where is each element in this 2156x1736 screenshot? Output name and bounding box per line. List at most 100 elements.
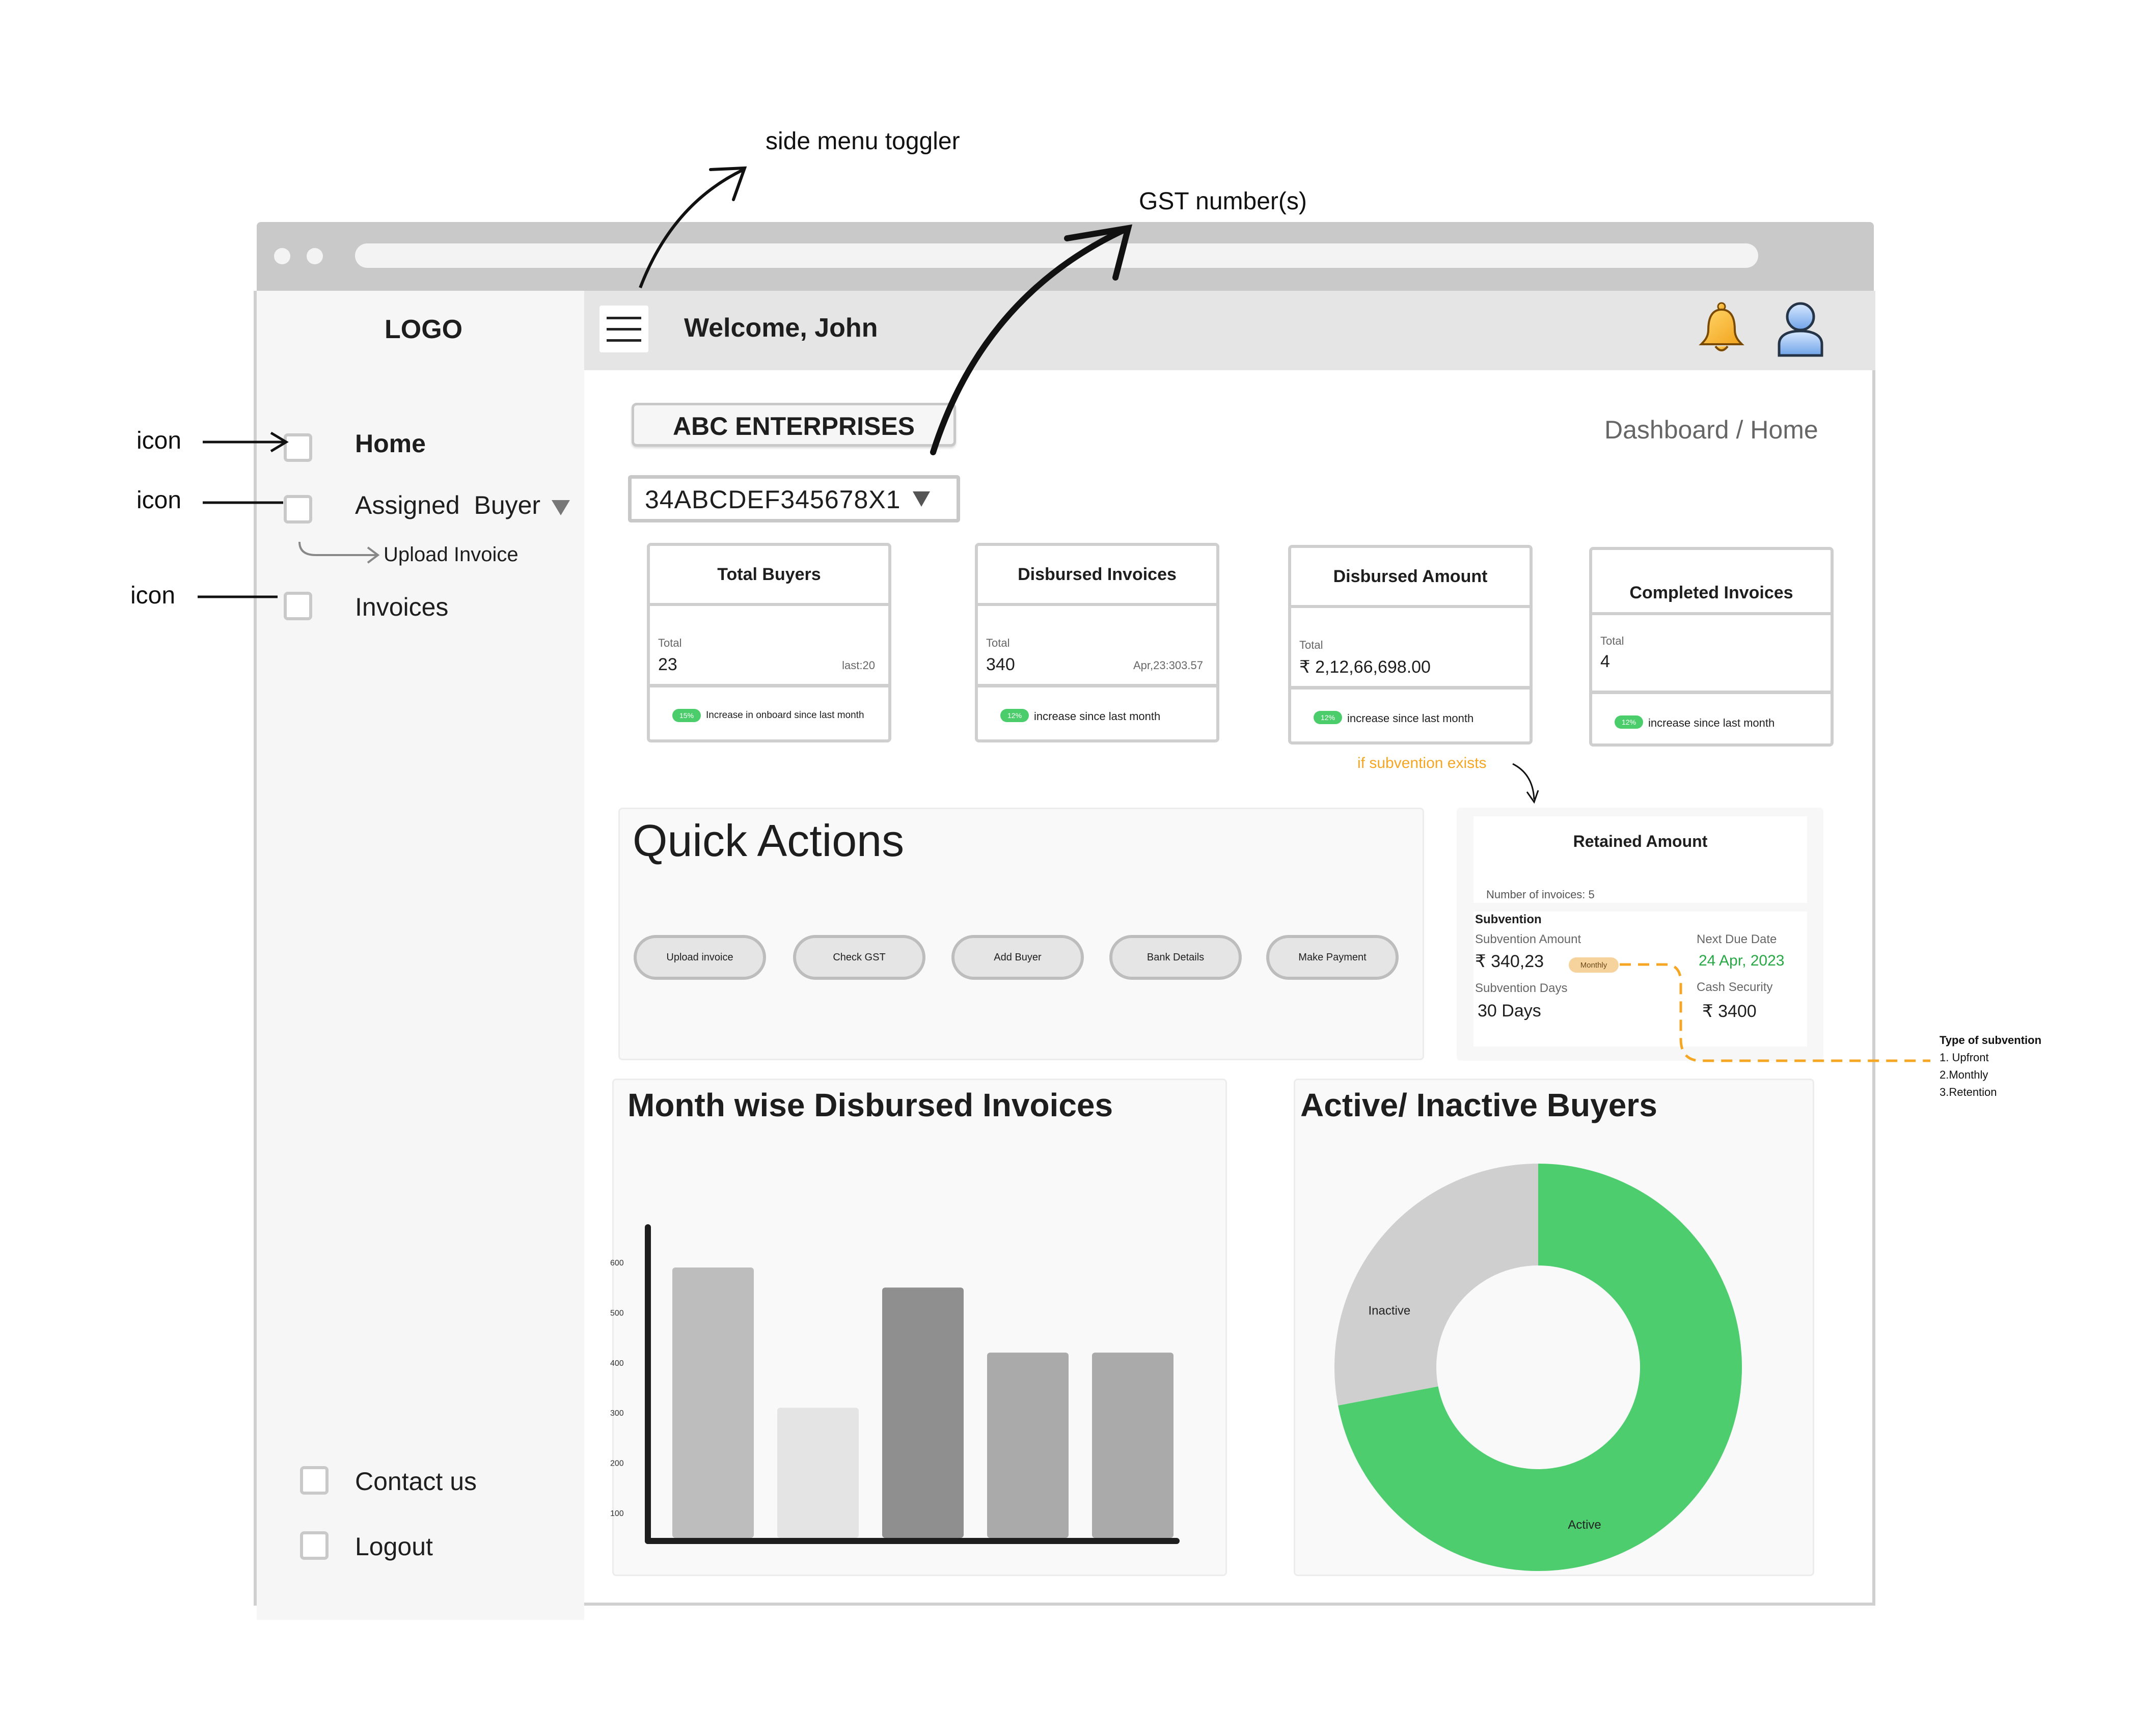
stat-card-disbursed-invoices: Disbursed Invoices Total 340 Apr,23:303.…: [975, 543, 1219, 742]
retained-title: Retained Amount: [1573, 832, 1708, 850]
subvention-type-badge: Monthly: [1569, 957, 1619, 973]
card-title: Completed Invoices: [1592, 550, 1831, 615]
sidebar-subitem-upload-invoice[interactable]: Upload Invoice: [384, 543, 518, 566]
annotation-icon-buyer: icon: [137, 487, 182, 514]
sidebar-item-invoices[interactable]: Invoices: [355, 593, 449, 621]
donut-chart-title: Active/ Inactive Buyers: [1300, 1087, 1657, 1123]
card-value: 4: [1600, 652, 1610, 671]
home-icon[interactable]: [284, 433, 312, 462]
trend-text: increase since last month: [1347, 712, 1474, 725]
annotation-icon-invoices: icon: [130, 582, 176, 609]
trend-text: Increase in onboard since last month: [706, 710, 864, 721]
annotation-type-2: 2.Monthly: [1940, 1068, 1988, 1081]
check-gst-button[interactable]: Check GST: [793, 935, 925, 980]
card-title: Total Buyers: [650, 546, 888, 606]
retained-invoice-count: Number of invoices: 5: [1486, 888, 1595, 901]
y-tick-label: 300: [610, 1409, 624, 1418]
trend-text: increase since last month: [1648, 717, 1775, 729]
bar[interactable]: [672, 1267, 754, 1538]
card-total-label: Total: [1299, 639, 1323, 651]
user-icon[interactable]: [1775, 299, 1826, 359]
bank-details-button[interactable]: Bank Details: [1109, 935, 1242, 980]
subvention-days: 30 Days: [1478, 1001, 1541, 1021]
y-tick-label: 400: [610, 1359, 624, 1368]
y-tick-label: 500: [610, 1309, 624, 1318]
sidebar-item-home[interactable]: Home: [355, 429, 426, 458]
top-header: [584, 291, 1875, 370]
buyer-icon[interactable]: [284, 495, 312, 523]
chevron-down-icon[interactable]: [552, 500, 570, 515]
menu-toggle-icon[interactable]: [599, 306, 648, 352]
donut-slice-inactive[interactable]: [1334, 1164, 1538, 1406]
bar[interactable]: [1092, 1353, 1173, 1538]
trend-text: increase since last month: [1034, 710, 1161, 723]
annotation-icon-home: icon: [137, 427, 182, 454]
logout-icon[interactable]: [300, 1531, 329, 1560]
bar[interactable]: [987, 1353, 1069, 1538]
trend-badge: 12%: [1000, 709, 1029, 722]
annotation-type-title: Type of subvention: [1940, 1034, 2042, 1046]
subvention-amount-label: Subvention Amount: [1475, 932, 1581, 946]
subvention-amount: ₹ 340,23: [1475, 952, 1544, 971]
card-value: ₹ 2,12,66,698.00: [1299, 657, 1431, 677]
bar-chart: 100 200 300 400 500 600: [610, 1224, 1180, 1544]
sidebar-item-assigned-buyer[interactable]: Assigned Buyer: [355, 491, 541, 519]
card-total-label: Total: [1600, 635, 1624, 647]
gst-select-value: 34ABCDEF345678X1: [645, 485, 901, 514]
make-payment-button[interactable]: Make Payment: [1266, 935, 1399, 980]
logo: LOGO: [385, 315, 463, 344]
window-dot-icon: [307, 248, 323, 264]
annotation-type-1: 1. Upfront: [1940, 1051, 1989, 1064]
bar-chart-title: Month wise Disbursed Invoices: [627, 1087, 1113, 1123]
bell-icon[interactable]: [1696, 300, 1747, 356]
card-total-label: Total: [986, 637, 1010, 649]
bar[interactable]: [882, 1287, 964, 1538]
donut-label: Active: [1568, 1518, 1601, 1532]
annotation-gst: GST number(s): [1139, 188, 1307, 215]
dropdown-arrow-icon[interactable]: [913, 491, 930, 507]
invoices-icon[interactable]: [284, 592, 312, 620]
retained-header: [1473, 816, 1807, 903]
cash-security: ₹ 3400: [1702, 1002, 1757, 1021]
y-tick-label: 200: [610, 1459, 624, 1468]
next-due-label: Next Due Date: [1697, 932, 1777, 946]
quick-actions-panel: [618, 808, 1424, 1060]
y-tick-label: 100: [610, 1509, 624, 1518]
browser-toolbar: [257, 222, 1874, 291]
card-value: 340: [986, 655, 1015, 674]
trend-badge: 12%: [1314, 711, 1343, 724]
card-sub-value: Apr,23:303.57: [1133, 659, 1203, 672]
subvention-panel: [1473, 912, 1807, 1046]
card-value: 23: [658, 655, 677, 674]
gst-select[interactable]: [628, 475, 960, 522]
trend-badge: 15%: [672, 709, 701, 722]
bar[interactable]: [777, 1408, 859, 1538]
subvention-days-label: Subvention Days: [1475, 981, 1568, 995]
quick-actions-title: Quick Actions: [633, 815, 905, 866]
stat-card-total-buyers: Total Buyers Total 23 last:20 15% Increa…: [647, 543, 891, 742]
upload-invoice-button[interactable]: Upload invoice: [634, 935, 766, 980]
donut-slice-active[interactable]: [1338, 1164, 1742, 1571]
trend-badge: 12%: [1615, 715, 1644, 729]
annotation-type-3: 3.Retention: [1940, 1086, 1997, 1098]
next-due-date: 24 Apr, 2023: [1699, 952, 1785, 969]
annotation-side-menu: side menu toggler: [766, 128, 960, 155]
card-sub-value: last:20: [842, 659, 875, 672]
breadcrumb[interactable]: Dashboard / Home: [1604, 416, 1818, 444]
card-total-label: Total: [658, 637, 682, 649]
company-name: ABC ENTERPRISES: [672, 412, 915, 440]
address-bar[interactable]: [355, 243, 1758, 268]
y-tick-label: 600: [610, 1259, 624, 1267]
window-dot-icon: [274, 248, 290, 264]
card-title: Disbursed Invoices: [978, 546, 1216, 606]
contact-icon[interactable]: [300, 1466, 329, 1495]
donut-label: Inactive: [1369, 1304, 1411, 1317]
card-title: Disbursed Amount: [1291, 548, 1530, 608]
add-buyer-button[interactable]: Add Buyer: [951, 935, 1084, 980]
stat-card-disbursed-amount: Disbursed Amount Total ₹ 2,12,66,698.00 …: [1288, 545, 1533, 745]
sidebar-item-logout[interactable]: Logout: [355, 1532, 433, 1561]
sidebar-item-contact[interactable]: Contact us: [355, 1467, 477, 1496]
stat-card-completed-invoices: Completed Invoices Total 4 12% increase …: [1589, 547, 1834, 747]
annotation-subvention: if subvention exists: [1357, 755, 1487, 771]
subvention-heading: Subvention: [1475, 913, 1542, 926]
